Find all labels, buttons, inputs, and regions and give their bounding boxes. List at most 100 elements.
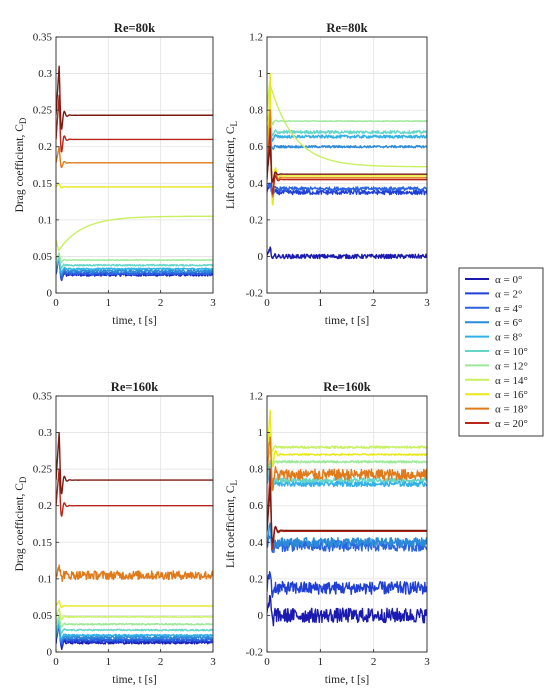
series-group bbox=[267, 409, 427, 627]
series-line bbox=[56, 146, 213, 169]
y-tick-label: 0.3 bbox=[38, 68, 52, 80]
series-line bbox=[267, 522, 427, 551]
series-line bbox=[56, 215, 213, 252]
series-line bbox=[267, 436, 427, 491]
y-tick-label: 1.2 bbox=[249, 391, 263, 403]
y-axis-label: Lift coefficient, CL bbox=[225, 121, 239, 209]
y-axis-label: Lift coefficient, CL bbox=[225, 480, 239, 568]
series-line bbox=[267, 146, 427, 183]
y-tick-label: 0 bbox=[47, 647, 53, 659]
x-tick-label: 2 bbox=[158, 297, 164, 309]
series-line bbox=[267, 246, 427, 260]
y-tick-label: 0.4 bbox=[249, 178, 263, 190]
y-tick-label: 0.1 bbox=[38, 573, 52, 585]
legend: α = 0° α = 2° α = 4° α = 6° α = 8° α = 10° α =… bbox=[458, 267, 544, 437]
y-tick-label: 0.2 bbox=[38, 500, 52, 512]
series-line bbox=[56, 618, 213, 634]
axes-box bbox=[55, 36, 214, 294]
subplot-3: 0 1 2 3 0 0.05 0.1 0.15 0.2 0.25 0.3 0.35 Re=160k tim… bbox=[14, 380, 216, 686]
y-tick-label: 0 bbox=[258, 610, 264, 622]
series-group bbox=[56, 431, 213, 651]
series-line bbox=[267, 450, 427, 466]
series-line bbox=[56, 255, 213, 269]
y-tick-label: 0 bbox=[258, 251, 264, 263]
x-tick-label: 0 bbox=[264, 297, 270, 309]
series-line bbox=[56, 614, 213, 628]
series-line bbox=[267, 109, 427, 198]
series-line bbox=[56, 252, 213, 263]
chart-title: Re=160k bbox=[323, 380, 370, 394]
y-tick-label: 0.3 bbox=[38, 427, 52, 439]
y-tick-label: 0.35 bbox=[33, 32, 53, 44]
y-tick-label: 1.2 bbox=[249, 32, 263, 44]
x-axis-label: time, t [s] bbox=[325, 674, 369, 686]
y-tick-label: -0.2 bbox=[246, 288, 263, 300]
axes-box bbox=[266, 36, 428, 294]
x-tick-label: 0 bbox=[53, 656, 59, 668]
series-line bbox=[267, 127, 427, 195]
series-line bbox=[267, 431, 427, 452]
x-tick-label: 3 bbox=[210, 297, 216, 309]
y-tick-label: 0.25 bbox=[33, 464, 53, 476]
series-line bbox=[56, 622, 213, 640]
y-tick-label: 0.15 bbox=[33, 178, 53, 190]
x-tick-label: 2 bbox=[371, 297, 377, 309]
x-tick-label: 1 bbox=[318, 656, 324, 668]
x-tick-label: 3 bbox=[424, 656, 430, 668]
plot-area bbox=[56, 396, 213, 652]
x-tick-label: 3 bbox=[424, 297, 430, 309]
legend-label: α = 0° bbox=[495, 274, 522, 286]
series-line bbox=[267, 136, 427, 150]
series-line bbox=[267, 465, 427, 491]
x-tick-label: 2 bbox=[158, 656, 164, 668]
x-tick-label: 3 bbox=[210, 656, 216, 668]
chart-title: Re=160k bbox=[111, 380, 158, 394]
series-line bbox=[267, 594, 427, 627]
subplot-1: 0 1 2 3 0 0.05 0.1 0.15 0.2 0.25 0.3 0.35 Re=80k time… bbox=[14, 21, 216, 327]
plot-area bbox=[56, 37, 213, 293]
series-line bbox=[267, 82, 427, 168]
x-axis-label: time, t [s] bbox=[112, 315, 156, 327]
x-tick-label: 2 bbox=[371, 656, 377, 668]
y-tick-label: 0.6 bbox=[249, 141, 263, 153]
legend-label: α = 10° bbox=[495, 346, 528, 358]
series-line bbox=[267, 109, 427, 126]
x-tick-label: 0 bbox=[53, 297, 59, 309]
y-tick-label: 0.6 bbox=[249, 500, 263, 512]
x-axis-label: time, t [s] bbox=[325, 315, 369, 327]
x-tick-label: 1 bbox=[318, 297, 324, 309]
axes-box bbox=[266, 395, 428, 653]
legend-label: α = 8° bbox=[495, 332, 522, 344]
series-line bbox=[56, 621, 213, 651]
legend-label: α = 12° bbox=[495, 360, 528, 372]
y-tick-label: 0.15 bbox=[33, 537, 53, 549]
series-line bbox=[56, 607, 213, 621]
legend-label: α = 4° bbox=[495, 303, 522, 315]
series-line bbox=[56, 622, 213, 643]
y-tick-label: 0.8 bbox=[249, 464, 263, 476]
series-line bbox=[267, 118, 427, 137]
x-tick-label: 1 bbox=[106, 297, 112, 309]
legend-label: α = 16° bbox=[495, 389, 528, 401]
series-line bbox=[56, 256, 213, 280]
series-line bbox=[267, 409, 427, 468]
x-tick-label: 1 bbox=[106, 656, 112, 668]
x-axis-label: time, t [s] bbox=[112, 674, 156, 686]
chart-title: Re=80k bbox=[326, 21, 367, 35]
series-line bbox=[267, 486, 427, 544]
series-line bbox=[56, 468, 213, 517]
series-line bbox=[56, 65, 213, 130]
legend-label: α = 20° bbox=[495, 418, 528, 430]
series-line bbox=[267, 571, 427, 598]
y-tick-label: 0.05 bbox=[33, 610, 53, 622]
chart-title: Re=80k bbox=[114, 21, 155, 35]
y-axis-label: Drag coefficient, CD bbox=[14, 117, 28, 212]
series-line bbox=[56, 431, 213, 495]
y-tick-label: 1 bbox=[258, 427, 264, 439]
series-group bbox=[56, 65, 213, 282]
y-tick-label: 0.8 bbox=[249, 105, 263, 117]
series-line bbox=[267, 468, 427, 550]
y-tick-label: 0.4 bbox=[249, 537, 263, 549]
series-line bbox=[56, 600, 213, 609]
